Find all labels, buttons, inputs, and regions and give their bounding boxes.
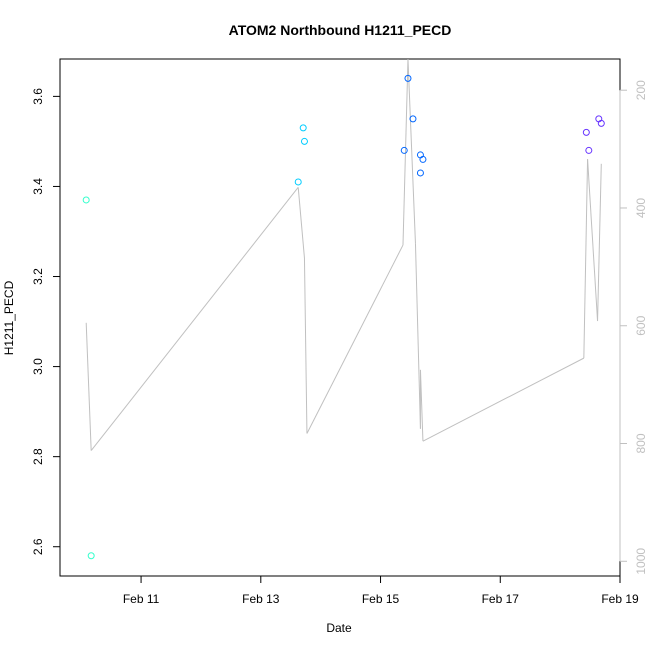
data-point (400, 146, 408, 154)
point-series (82, 74, 605, 560)
line-segment (587, 159, 599, 322)
y-tick-label: 3.2 (31, 268, 45, 285)
y-tick-label: 2.6 (31, 538, 45, 555)
x-tick-label: Feb 19 (601, 592, 639, 606)
data-point (404, 74, 412, 82)
data-point (294, 178, 302, 186)
x-tick-label: Feb 15 (362, 592, 400, 606)
data-point (409, 115, 417, 123)
y-axis-label: H1211_PECD (2, 280, 16, 355)
data-point (300, 137, 308, 145)
plot-frame (59, 58, 621, 577)
right-tick-label: 600 (634, 315, 648, 335)
line-segment (597, 163, 602, 322)
line-segment (419, 369, 424, 442)
x-axis-label: Date (326, 621, 352, 635)
data-point (299, 124, 307, 132)
right-tick-label: 1000 (634, 548, 648, 575)
line-series (85, 58, 602, 451)
right-tick-label: 800 (634, 433, 648, 453)
data-point (87, 552, 95, 560)
line-segment (402, 58, 409, 246)
x-tick-label: Feb 11 (123, 592, 160, 606)
data-point (597, 119, 605, 127)
x-tick-label: Feb 17 (482, 592, 520, 606)
data-point (416, 169, 424, 177)
line-segment (90, 187, 299, 451)
bottom-axis: Feb 11 Feb 13 Feb 15 Feb 17 Feb 19 (123, 575, 639, 606)
line-segment (303, 258, 308, 434)
right-axis: 200 400 600 800 1000 (619, 80, 648, 575)
y-tick-label: 2.8 (31, 448, 45, 465)
line-segment (407, 58, 416, 244)
data-point (82, 196, 90, 204)
x-tick-label: Feb 13 (242, 592, 280, 606)
data-point (582, 128, 590, 136)
left-axis: 2.6 2.8 3.0 3.2 3.4 3.6 (31, 88, 61, 555)
line-segment (422, 357, 585, 442)
right-tick-label: 400 (634, 198, 648, 218)
line-segment (85, 322, 92, 451)
line-segment (583, 159, 589, 359)
right-tick-label: 200 (634, 80, 648, 100)
line-segment (306, 244, 404, 434)
chart-title: ATOM2 Northbound H1211_PECD (229, 22, 452, 38)
line-segment (414, 243, 421, 429)
y-tick-label: 3.4 (31, 178, 45, 195)
y-tick-label: 3.0 (31, 358, 45, 375)
data-point (585, 146, 593, 154)
y-tick-label: 3.6 (31, 88, 45, 105)
data-point (419, 155, 427, 163)
line-segment (297, 187, 305, 259)
